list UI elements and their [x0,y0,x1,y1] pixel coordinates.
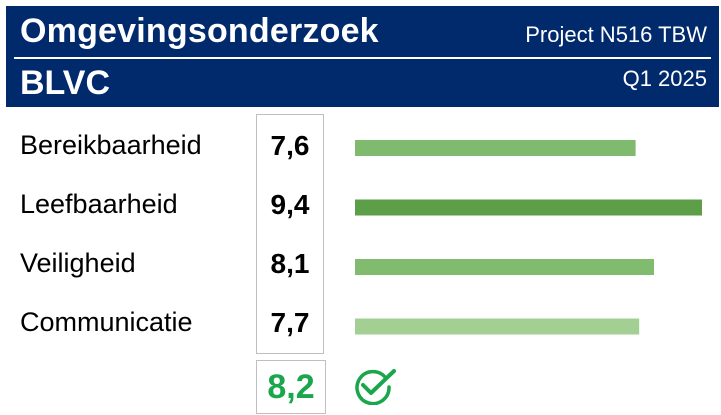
bar-bereikbaarheid [355,140,636,156]
report-title: Omgevingsonderzoek [20,12,379,50]
total-score-value: 8,2 [267,367,315,406]
score-value-communicatie: 7,7 [270,307,310,338]
total-score-box: 8,2 [256,360,326,414]
project-name: Project N516 TBW [525,22,707,47]
score-value-bereikbaarheid: 7,6 [270,130,310,161]
score-value-veiligheid: 8,1 [270,248,310,279]
score-value-leefbaarheid: 9,4 [270,189,310,220]
report-subtitle: BLVC [20,64,111,102]
category-label-veiligheid: Veiligheid [20,248,136,278]
bar-veiligheid [355,259,654,275]
bar-leefbaarheid [355,199,702,216]
category-label-bereikbaarheid: Bereikbaarheid [20,130,202,160]
bar-communicatie [355,318,640,335]
score-column-frame [256,114,324,354]
category-label-communicatie: Communicatie [20,307,193,337]
report-header: Omgevingsonderzoek Project N516 TBW BLVC… [6,6,719,107]
report-period: Q1 2025 [622,66,707,91]
check-circle-icon [355,369,396,405]
header-divider [14,57,711,59]
category-label-leefbaarheid: Leefbaarheid [20,189,178,219]
